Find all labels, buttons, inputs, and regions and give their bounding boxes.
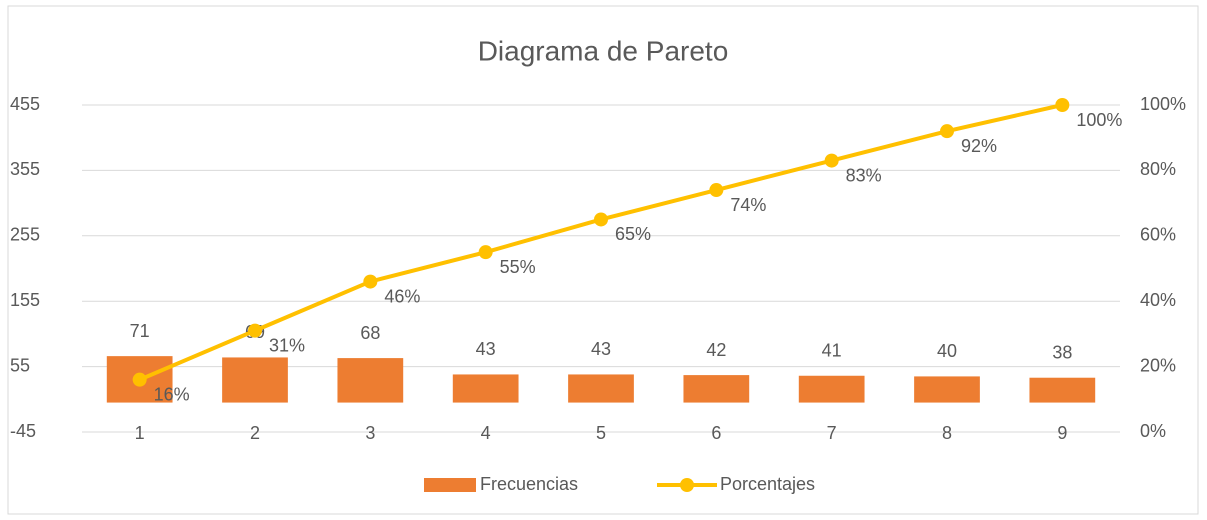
line-label: 100%	[1076, 110, 1122, 130]
line-marker	[363, 274, 378, 289]
line-label: 46%	[384, 286, 420, 306]
bar-label: 43	[591, 339, 611, 359]
bar-label: 40	[937, 341, 957, 361]
bar	[452, 374, 519, 403]
y2-tick-label: 60%	[1140, 225, 1176, 245]
y-tick-label: -45	[10, 421, 36, 441]
line-label: 83%	[846, 165, 882, 185]
y-tick-label: 455	[10, 94, 40, 114]
y-tick-label: 355	[10, 159, 40, 179]
line-marker	[824, 153, 839, 168]
y-tick-label: 255	[10, 225, 40, 245]
line-marker	[132, 372, 147, 387]
y2-tick-label: 0%	[1140, 421, 1166, 441]
legend-label: Frecuencias	[480, 474, 578, 494]
bar-label: 43	[476, 339, 496, 359]
line-marker	[248, 323, 262, 338]
legend-label: Porcentajes	[720, 474, 815, 494]
bar	[222, 357, 288, 403]
line-marker	[709, 183, 724, 198]
bar-label: 42	[706, 340, 726, 360]
bar	[798, 375, 865, 403]
x-tick-label: 7	[827, 423, 837, 443]
bar	[1029, 377, 1096, 403]
bar	[337, 358, 404, 403]
bar-label: 38	[1052, 342, 1072, 362]
line-label: 16%	[154, 384, 190, 404]
line-label: 65%	[615, 224, 651, 244]
y-tick-label: 155	[10, 290, 40, 310]
y2-tick-label: 100%	[1140, 94, 1186, 114]
x-tick-label: 5	[596, 423, 606, 443]
line-marker	[594, 212, 608, 227]
line-marker	[478, 245, 493, 260]
y2-tick-label: 80%	[1140, 159, 1176, 179]
legend-marker	[680, 478, 694, 492]
x-tick-label: 6	[711, 423, 721, 443]
y2-tick-label: 20%	[1140, 355, 1176, 375]
bar-label: 41	[822, 341, 842, 361]
line-label: 92%	[961, 136, 997, 156]
x-tick-label: 9	[1057, 423, 1067, 443]
legend-swatch	[424, 478, 476, 492]
x-tick-label: 2	[250, 423, 260, 443]
bar	[683, 375, 750, 403]
x-tick-label: 4	[481, 423, 491, 443]
line-marker	[1055, 98, 1070, 112]
x-tick-label: 3	[365, 423, 375, 443]
x-tick-label: 1	[135, 423, 145, 443]
chart-title: Diagrama de Pareto	[478, 35, 729, 66]
chart-frame	[7, 5, 1199, 515]
y-tick-label: 55	[10, 355, 30, 375]
line-label: 31%	[269, 335, 305, 355]
line-marker	[940, 124, 954, 139]
y2-tick-label: 40%	[1140, 290, 1176, 310]
line-label: 74%	[730, 195, 766, 215]
bar-label: 68	[360, 323, 380, 343]
bar	[568, 374, 634, 403]
bar-label: 71	[130, 321, 150, 341]
x-tick-label: 8	[942, 423, 952, 443]
line-label: 55%	[500, 257, 536, 277]
bar	[914, 376, 980, 403]
